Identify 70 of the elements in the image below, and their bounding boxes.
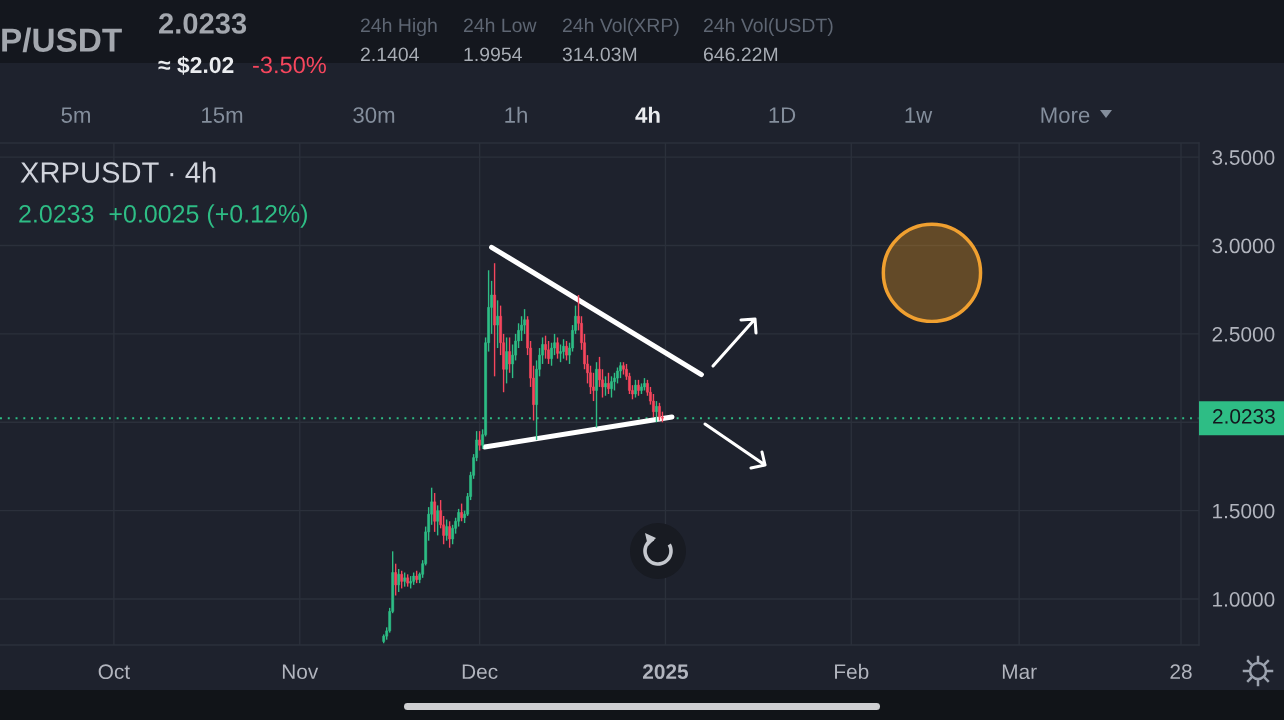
- text: 2.1404: [360, 47, 419, 62]
- candlestick: [448, 520, 451, 549]
- y-tick-label: 1.5000: [1213, 503, 1275, 519]
- candlestick: [409, 575, 413, 590]
- x-tick-label: Nov: [282, 664, 319, 680]
- text: 5m: [61, 107, 90, 123]
- text: ≈ $2.02: [158, 55, 234, 75]
- text: 314.03M: [562, 47, 637, 62]
- candlestick: [445, 518, 448, 542]
- text: 24h High: [360, 17, 437, 37]
- text: 1w: [905, 107, 933, 123]
- candlestick: [544, 334, 547, 360]
- candlestick: [415, 570, 419, 584]
- x-tick-label: Oct: [98, 664, 130, 680]
- y-tick-label: 2.5000: [1212, 326, 1275, 342]
- text: 2.0233: [159, 13, 247, 34]
- candlestick: [634, 379, 637, 399]
- candlestick: [607, 372, 610, 395]
- candlestick: [406, 573, 410, 588]
- text: 4h: [635, 106, 660, 123]
- text: 2.0233 +0.0025 (+0.12%): [19, 204, 307, 228]
- candlestick: [562, 338, 565, 360]
- candlestick: [436, 504, 439, 537]
- x-tick-label: 28: [1170, 664, 1192, 680]
- candlestick: [643, 377, 646, 392]
- candlestick: [403, 571, 407, 588]
- candlestick: [610, 375, 613, 399]
- candlestick: [622, 361, 625, 376]
- text: 646.22M: [703, 47, 778, 62]
- text: More: [1041, 107, 1090, 123]
- y-tick-label: 3.0000: [1212, 238, 1275, 254]
- candlestick: [496, 299, 499, 349]
- candlestick: [508, 336, 511, 374]
- text: 24h Low: [463, 17, 537, 33]
- candlestick: [547, 340, 550, 365]
- x-tick-label: 2025: [643, 664, 689, 680]
- candlestick: [604, 375, 607, 397]
- text: 30m: [353, 107, 395, 123]
- candlestick: [556, 336, 559, 360]
- candlestick: [565, 340, 568, 362]
- candlestick: [433, 492, 436, 533]
- text: 1h: [505, 106, 527, 123]
- candlestick: [637, 379, 640, 397]
- ref-line-label: 2.0233: [1213, 409, 1275, 424]
- x-tick-label: Dec: [462, 664, 498, 680]
- y-tick-label: 1.0000: [1213, 592, 1275, 607]
- candlestick: [478, 430, 481, 452]
- chart-title: XRPUSDT · 4h: [20, 161, 216, 183]
- candlestick: [397, 568, 401, 593]
- candlestick: [655, 400, 658, 423]
- y-tick-label: 3.5000: [1212, 150, 1275, 165]
- text: 1.9954: [464, 47, 522, 62]
- x-tick-label: Mar: [1002, 664, 1037, 680]
- text: -3.50%: [253, 56, 326, 74]
- x-tick-label: Feb: [835, 663, 869, 680]
- candlestick: [619, 361, 622, 379]
- candlestick: [493, 262, 496, 378]
- text: P/USDT: [2, 27, 122, 53]
- text: 24h Vol(USDT): [703, 17, 833, 37]
- candlestick: [640, 382, 643, 395]
- candlestick: [412, 571, 416, 586]
- text: 24h Vol(XRP): [562, 17, 679, 37]
- candlestick: [658, 402, 661, 422]
- candlestick: [400, 570, 404, 590]
- candlestick: [505, 336, 508, 385]
- candlestick: [460, 502, 463, 522]
- candlestick: [595, 361, 598, 429]
- candlestick: [559, 343, 562, 363]
- text: 15m: [202, 107, 243, 123]
- text: 1D: [769, 107, 796, 123]
